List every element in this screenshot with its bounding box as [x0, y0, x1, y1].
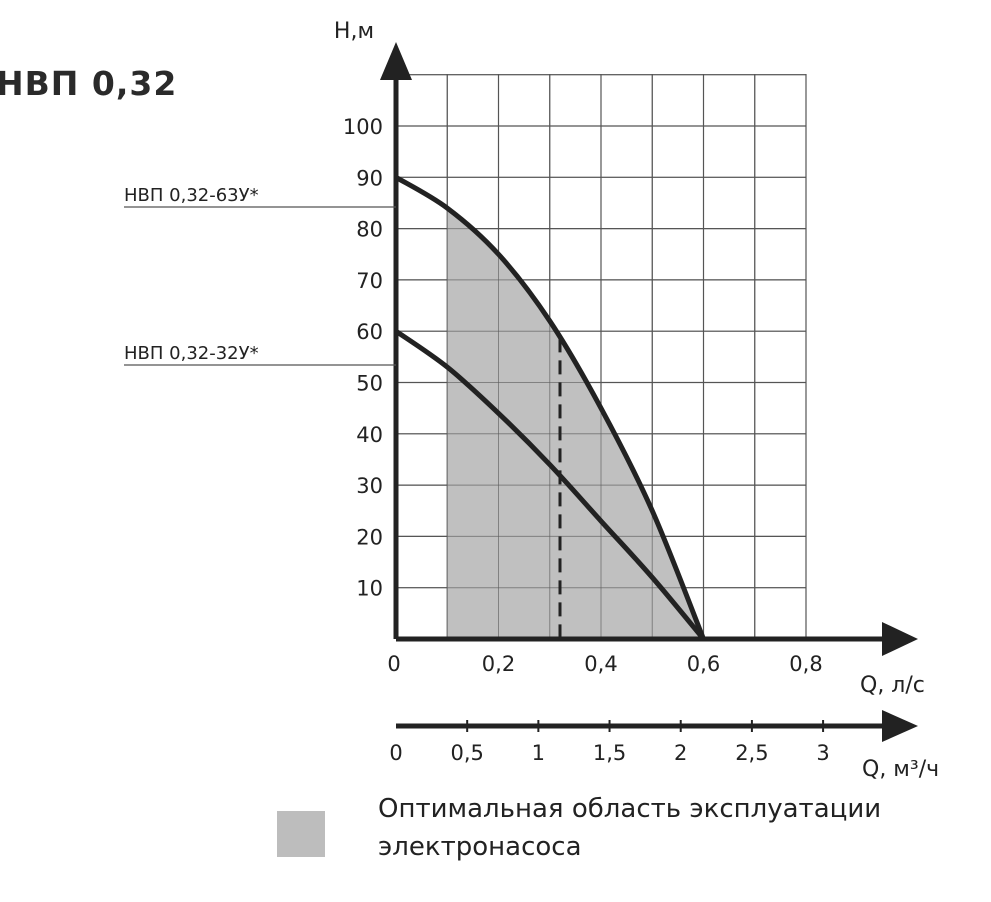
legend-swatch [277, 811, 325, 857]
y-tick-label: 70 [356, 269, 383, 293]
y-tick-label: 80 [356, 218, 383, 242]
x2-tick-label: 0,5 [450, 741, 483, 765]
page-title: НВП 0,32 [0, 64, 178, 103]
x-tick-label: 0,8 [789, 652, 822, 676]
x-tick-label: 0,4 [584, 652, 617, 676]
x-axis-arrow [882, 622, 918, 656]
y-tick-label: 50 [356, 372, 383, 396]
y-tick-label: 30 [356, 474, 383, 498]
x2-axis-label: Q, м³/ч [862, 757, 939, 782]
y-tick-label: 100 [343, 115, 383, 139]
y-axis-arrow [380, 42, 412, 80]
y-tick-label: 60 [356, 320, 383, 344]
y-tick-label: 90 [356, 166, 383, 190]
legend-text: Оптимальная область эксплуатации электро… [378, 790, 978, 866]
x2-tick-label: 3 [816, 741, 829, 765]
x-tick-label: 0,2 [482, 652, 515, 676]
y-axis-label: H,м [334, 19, 374, 44]
x-tick-label: 0,6 [687, 652, 720, 676]
x2-tick-label: 2 [674, 741, 687, 765]
series-label-32: НВП 0,32-32У* [124, 343, 259, 364]
legend-line-1: Оптимальная область эксплуатации [378, 794, 882, 824]
series-label-63: НВП 0,32-63У* [124, 185, 259, 206]
x2-tick-label: 0 [389, 741, 402, 765]
x2-tick-label: 1,5 [593, 741, 626, 765]
y-tick-label: 20 [356, 525, 383, 549]
legend-line-2: электронасоса [378, 832, 582, 862]
y-tick-label: 40 [356, 423, 383, 447]
x-tick-label: 0 [387, 652, 400, 676]
x2-axis-arrow [882, 710, 918, 742]
optimal-region-fill [447, 208, 704, 639]
x-axis-label: Q, л/с [860, 673, 925, 698]
y-tick-label: 10 [356, 577, 383, 601]
x2-tick-label: 1 [532, 741, 545, 765]
x2-tick-label: 2,5 [735, 741, 768, 765]
series-line-32 [393, 328, 706, 642]
